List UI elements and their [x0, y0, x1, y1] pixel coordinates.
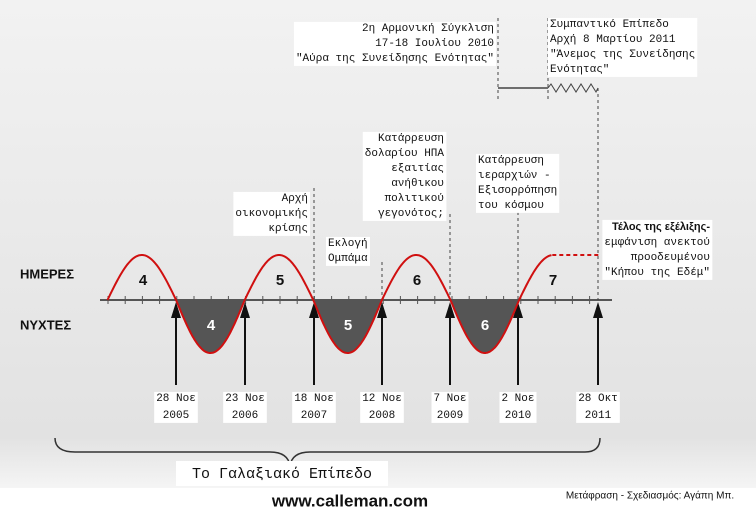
annotation: "Κήπου της Εδέμ"	[604, 267, 710, 279]
date-label-box	[576, 391, 620, 423]
annotation-group: Εκλογή Ομπάμα	[326, 236, 371, 266]
arrow-head	[513, 302, 523, 318]
date-label: 2 Νοε	[501, 393, 534, 405]
header-note: 17-18 Ιουλίου 2010	[375, 38, 494, 50]
footer-band	[0, 488, 756, 515]
galactic-label: Το Γαλαξιακό Επίπεδο	[192, 466, 372, 483]
date-label-box	[431, 391, 469, 423]
annotation: Αρχή	[282, 193, 308, 205]
annotation-box	[602, 219, 713, 280]
annotation-box	[326, 236, 371, 266]
date-label-group: 18 Νοε 2007	[292, 391, 336, 423]
night-fill	[313, 300, 382, 353]
annotation: Εκλογή	[328, 238, 368, 250]
credit: Μετάφραση - Σχεδιασμός: Αγάπη Μπ.	[566, 490, 734, 502]
annotation: Τέλος της εξέλιξης-	[612, 221, 710, 233]
arrow-head	[309, 302, 319, 318]
annotation-box	[233, 191, 310, 236]
date-label-group: 12 Νοε 2008	[360, 391, 404, 423]
night-number: 5	[344, 317, 352, 334]
date-label-box	[292, 391, 336, 423]
header-note-group: Συμπαντικό Επίπεδο Αρχή 8 Μαρτίου 2011 "Άν…	[548, 17, 698, 77]
arrow-head	[377, 302, 387, 318]
date-label: 2005	[163, 410, 189, 422]
annotation: ανήθικου	[391, 178, 444, 190]
annotation: εξαιτίας	[391, 163, 444, 175]
row-label: ΗΜΕΡΕΣ	[20, 266, 74, 281]
night-fill	[450, 300, 520, 353]
annotation-group: Κατάρρευση ιεραρχιών - Εξισορρόπηση του κόσ…	[476, 153, 560, 213]
header-note-box	[293, 21, 496, 66]
night-fill	[176, 300, 245, 353]
annotation: κρίσης	[268, 223, 308, 235]
annotation-group: Κατάρρευση δολαρίου ΗΠΑ εξαιτίας ανήθικου πο…	[362, 131, 447, 221]
date-label-group: 28 Οκτ 2011	[576, 391, 620, 423]
arrow-head	[445, 302, 455, 318]
website: www.calleman.com	[271, 491, 428, 510]
date-label: 2008	[369, 410, 395, 422]
date-label-group: 28 Νοε 2005	[154, 391, 198, 423]
annotation: του κόσμου	[478, 200, 544, 212]
header-note-box	[548, 17, 698, 77]
header-note: "Αύρα της Συνείδησης Ενότητας"	[296, 53, 494, 65]
annotation: προοδευμένου	[631, 252, 710, 264]
night-number: 6	[481, 317, 489, 334]
date-label: 23 Νοε	[225, 393, 265, 405]
date-label: 2010	[505, 410, 531, 422]
date-label: 2011	[585, 410, 612, 422]
label-box	[176, 461, 388, 486]
date-label-box	[154, 391, 198, 423]
day-number: 7	[549, 272, 557, 289]
annotation: γεγονότος;	[378, 208, 444, 220]
date-label-group: 2 Νοε 2010	[499, 391, 537, 423]
header-note: "Άνεμος της Συνείδησης	[550, 49, 695, 61]
night-number: 4	[207, 317, 216, 334]
header-note: 2η Αρμονική Σύγκλιση	[362, 23, 494, 35]
wave	[106, 254, 552, 354]
arrow-head	[240, 302, 250, 318]
annotation: πολιτικού	[385, 193, 444, 205]
annotation: οικονομικής	[235, 208, 308, 220]
day-number: 5	[276, 272, 284, 289]
annotation-group: Αρχή οικονομικής κρίσης	[233, 191, 310, 236]
annotation-box	[476, 153, 560, 213]
date-label-group: 7 Νοε 2009	[431, 391, 469, 423]
date-label: 2009	[437, 410, 463, 422]
date-label: 28 Νοε	[156, 393, 196, 405]
row-label: ΝΥΧΤΕΣ	[20, 317, 71, 332]
annotation: ιεραρχιών -	[478, 170, 551, 182]
annotation: Κατάρρευση	[478, 155, 544, 167]
annotation-box	[362, 131, 447, 221]
date-label-box	[499, 391, 537, 423]
date-label: 2006	[232, 410, 258, 422]
annotation: Κατάρρευση	[378, 133, 444, 145]
date-label: 18 Νοε	[294, 393, 334, 405]
header-note-group: 2η Αρμονική Σύγκλιση 17-18 Ιουλίου 2010 "Α…	[293, 21, 496, 66]
day-number: 6	[413, 272, 421, 289]
header-note: Αρχή 8 Μαρτίου 2011	[550, 34, 676, 46]
annotation: εμφάνιση ανεκτού	[604, 237, 710, 249]
date-label-box	[223, 391, 267, 423]
arrow-head	[593, 302, 603, 318]
date-label: 28 Οκτ	[578, 393, 618, 405]
annotation: Εξισορρόπηση	[478, 185, 557, 197]
annotation-group: Τέλος της εξέλιξης-εμφάνιση ανεκτού προοδ…	[602, 219, 713, 280]
header-note: Ενότητας"	[550, 64, 609, 76]
arrow-head	[171, 302, 181, 318]
annotation: δολαρίου ΗΠΑ	[365, 148, 445, 160]
day-number: 4	[139, 272, 148, 289]
date-label: 2007	[301, 410, 327, 422]
date-label-box	[360, 391, 404, 423]
date-label: 12 Νοε	[362, 393, 402, 405]
spring	[547, 83, 599, 94]
header-note: Συμπαντικό Επίπεδο	[550, 19, 669, 31]
annotation: Ομπάμα	[328, 253, 368, 265]
date-label-group: 23 Νοε 2006	[223, 391, 267, 423]
date-label: 7 Νοε	[433, 393, 466, 405]
